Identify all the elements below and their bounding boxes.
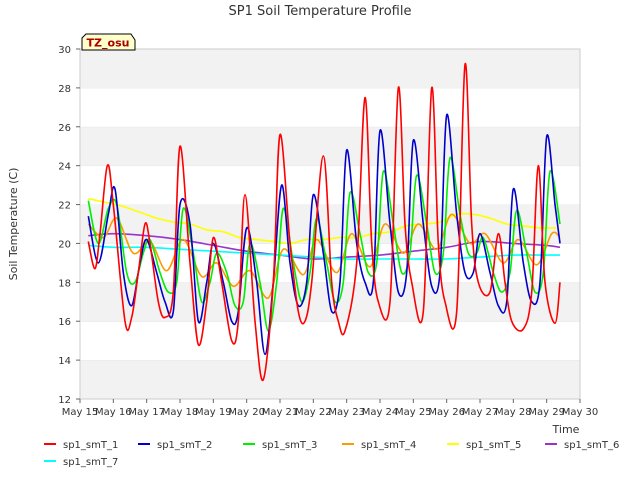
y-tick-label: 12 bbox=[58, 395, 71, 406]
x-tick-label: May 19 bbox=[195, 407, 232, 418]
y-tick-label: 24 bbox=[58, 162, 71, 173]
x-tick-label: May 24 bbox=[362, 407, 399, 418]
x-tick-label: May 18 bbox=[162, 407, 199, 418]
y-tick-label: 18 bbox=[58, 278, 71, 289]
x-axis-label: Time bbox=[552, 423, 580, 436]
plot-frame bbox=[79, 48, 581, 400]
y-tick-label: 16 bbox=[58, 317, 71, 328]
x-tick-label: May 23 bbox=[328, 407, 365, 418]
y-tick-label: 14 bbox=[58, 356, 71, 367]
x-tick-label: May 17 bbox=[128, 407, 165, 418]
series-line-sp1_smT_2 bbox=[87, 113, 561, 356]
y-axis: 12 14 16 18 20 22 24 26 28 30 bbox=[58, 45, 80, 406]
legend-label-sp1_smT_7: sp1_smT_7 bbox=[63, 457, 118, 468]
series-lines bbox=[87, 62, 561, 382]
x-tick-label: May 16 bbox=[95, 407, 132, 418]
x-tick-label: May 22 bbox=[295, 407, 332, 418]
x-tick-label: May 25 bbox=[395, 407, 432, 418]
x-tick-label: May 30 bbox=[562, 407, 599, 418]
legend-label-sp1_smT_3: sp1_smT_3 bbox=[262, 440, 317, 451]
y-tick-label: 30 bbox=[58, 45, 71, 56]
legend-label-sp1_smT_2: sp1_smT_2 bbox=[157, 440, 212, 451]
x-tick-label: May 29 bbox=[528, 407, 565, 418]
annotation-box: TZ_osu bbox=[81, 33, 136, 51]
x-tick-label: May 20 bbox=[228, 407, 265, 418]
grid-band bbox=[80, 126, 580, 166]
grid-band bbox=[80, 321, 580, 361]
series-line-sp1_smT_1 bbox=[87, 62, 561, 382]
legend-label-sp1_smT_4: sp1_smT_4 bbox=[361, 440, 416, 451]
grid-band bbox=[80, 165, 580, 205]
y-tick-label: 28 bbox=[58, 84, 71, 95]
x-tick-label: May 28 bbox=[495, 407, 532, 418]
legend-label-sp1_smT_5: sp1_smT_5 bbox=[466, 440, 521, 451]
y-tick-label: 26 bbox=[58, 123, 71, 134]
grid-band bbox=[80, 87, 580, 127]
x-tick-label: May 27 bbox=[462, 407, 499, 418]
x-tick-label: May 15 bbox=[62, 407, 99, 418]
grid-band bbox=[80, 360, 580, 399]
series-line-sp1_smT_5 bbox=[88, 197, 557, 245]
legend: sp1_smT_1 sp1_smT_2 sp1_smT_3 sp1_smT_4 sp1_… bbox=[44, 440, 619, 468]
chart-title: SP1 Soil Temperature Profile bbox=[229, 4, 412, 19]
y-axis-label: Soil Temperature (C) bbox=[7, 168, 20, 281]
grid-band bbox=[80, 49, 580, 88]
legend-label-sp1_smT_1: sp1_smT_1 bbox=[63, 440, 118, 451]
y-tick-label: 20 bbox=[58, 239, 71, 250]
legend-label-sp1_smT_6: sp1_smT_6 bbox=[564, 440, 619, 451]
annotation-label: TZ_osu bbox=[87, 37, 130, 50]
series-line-sp1_smT_4 bbox=[87, 213, 561, 299]
x-tick-label: May 21 bbox=[262, 407, 299, 418]
x-tick-label: May 26 bbox=[428, 407, 465, 418]
y-tick-label: 22 bbox=[58, 201, 71, 212]
